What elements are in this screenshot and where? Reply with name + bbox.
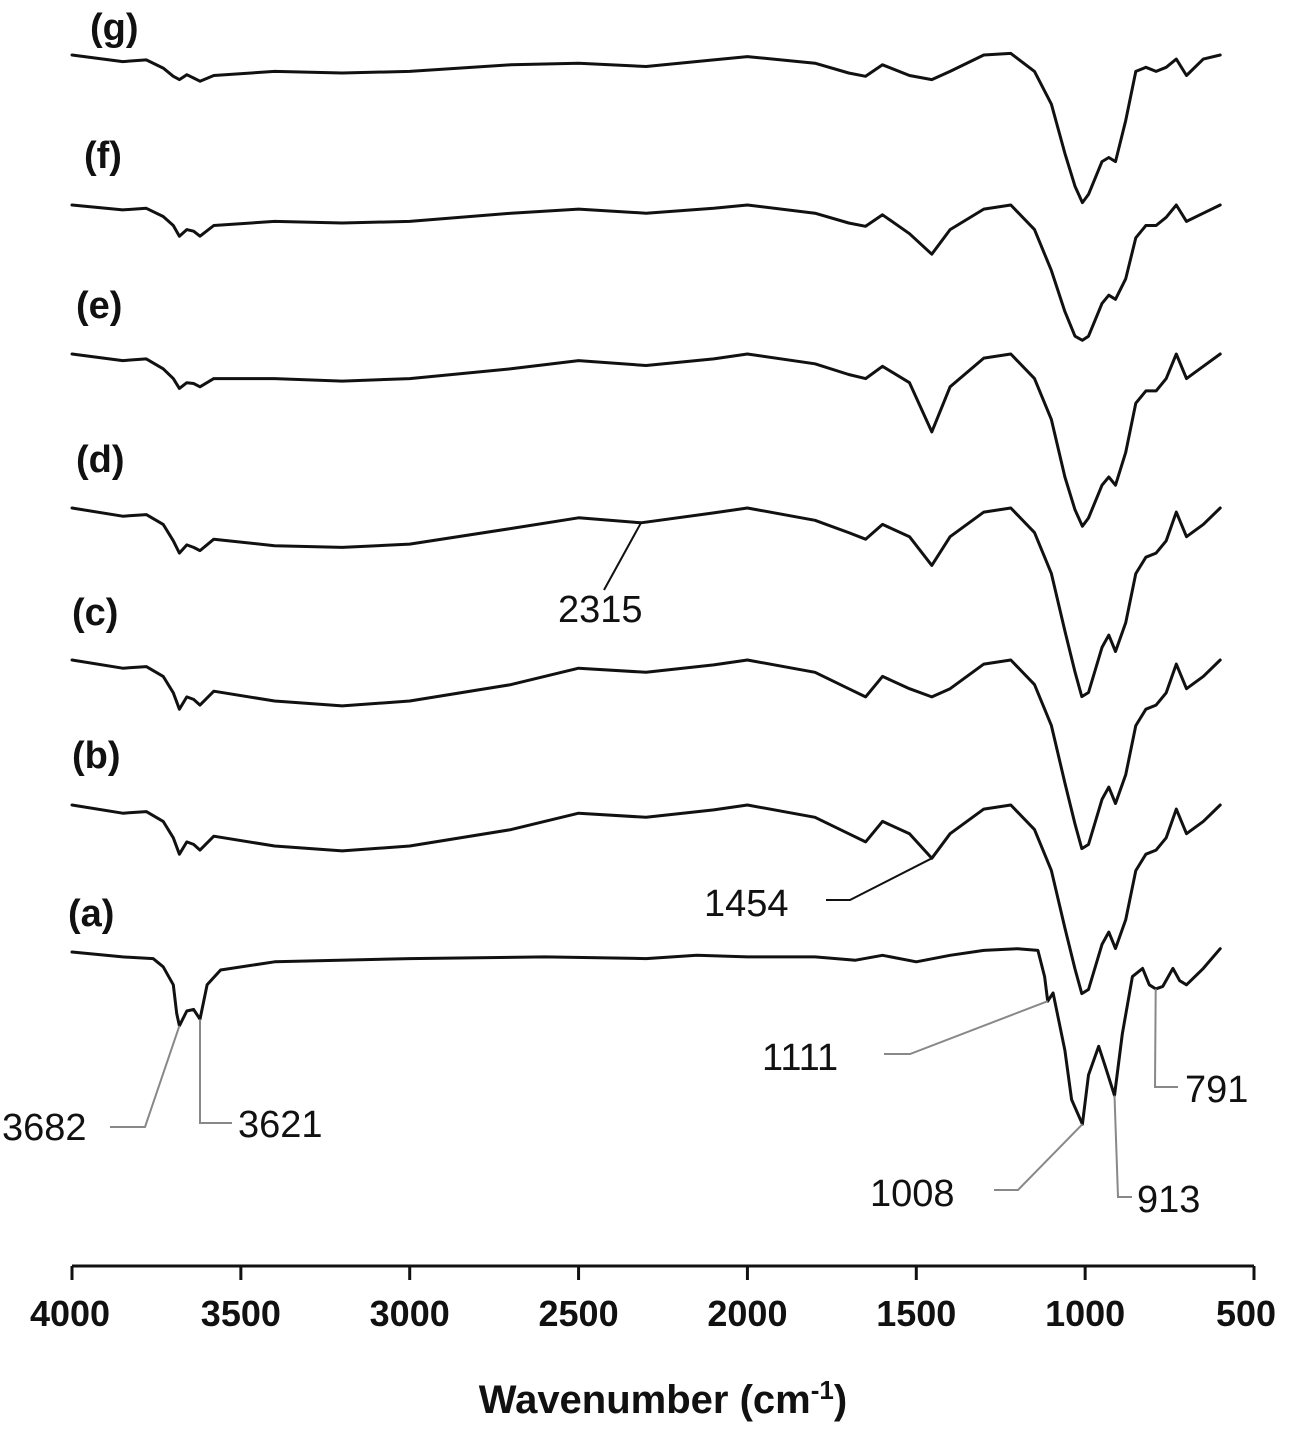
series-labels: (a) (b) (c) (d) (e) (f) (g)	[68, 7, 139, 935]
annotation-label-2315: 2315	[558, 589, 643, 631]
annotation-leader-3682	[110, 1025, 181, 1128]
x-axis-title: Wavenumber (cm-1)	[479, 1375, 847, 1422]
x-tick-label-2000: 2000	[707, 1293, 787, 1334]
x-tick-label-3500: 3500	[201, 1293, 281, 1334]
x-axis-title-main: Wavenumber (cm	[479, 1378, 811, 1422]
annotation-leader-3621	[199, 1019, 232, 1124]
annotation-label-791: 791	[1185, 1069, 1248, 1111]
peak-annotation-3621: 3621	[199, 1019, 323, 1146]
x-tick-label-4000: 4000	[30, 1293, 110, 1334]
spectrum-line-b	[70, 803, 1222, 996]
x-axis-ticks: 4000 3500 3000 2500 2000 1500 1000 500	[30, 1266, 1276, 1334]
peak-annotation-791: 791	[1153, 988, 1248, 1111]
annotation-leader-913	[1113, 1095, 1132, 1198]
annotation-label-1008: 1008	[870, 1173, 955, 1215]
spectrum-line-c	[70, 658, 1222, 851]
x-axis-title-close: )	[834, 1378, 847, 1422]
x-axis-title-superscript: -1	[811, 1375, 834, 1405]
x-tick-label-2500: 2500	[539, 1293, 619, 1334]
x-tick-label-500: 500	[1216, 1293, 1276, 1334]
spectrum-line-e	[70, 352, 1222, 528]
spectra-traces	[70, 51, 1222, 1126]
series-label-g: (g)	[90, 7, 139, 49]
annotation-leader-1008	[994, 1123, 1084, 1191]
spectrum-line-g	[70, 51, 1222, 205]
x-tick-label-3000: 3000	[370, 1293, 450, 1334]
peak-annotation-3682: 3682	[2, 1025, 181, 1149]
spectrum-line-a	[70, 947, 1222, 1126]
spectrum-line-f	[70, 203, 1222, 342]
annotation-label-3621: 3621	[238, 1104, 323, 1146]
series-label-a: (a)	[68, 893, 114, 935]
series-label-f: (f)	[84, 135, 122, 177]
peak-annotations: 3682 3621 2315 1454 1111 1008 913 791	[2, 522, 1248, 1221]
x-tick-label-1500: 1500	[876, 1293, 956, 1334]
peak-annotation-2315: 2315	[558, 522, 643, 631]
annotation-leader-1454	[826, 857, 933, 901]
spectrum-line-d	[70, 506, 1222, 699]
series-label-e: (e)	[76, 285, 122, 327]
series-label-b: (b)	[72, 735, 121, 777]
annotation-label-1454: 1454	[704, 883, 789, 925]
x-tick-label-1000: 1000	[1045, 1293, 1125, 1334]
series-label-d: (d)	[76, 439, 125, 481]
peak-annotation-1111: 1111	[762, 1000, 1049, 1079]
annotation-leader-1111	[884, 1000, 1049, 1055]
peak-annotation-1008: 1008	[870, 1123, 1084, 1215]
annotation-label-913: 913	[1137, 1179, 1200, 1221]
annotation-label-1111: 1111	[762, 1037, 838, 1079]
peak-annotation-913: 913	[1113, 1095, 1200, 1221]
series-label-c: (c)	[72, 592, 118, 634]
annotation-leader-791	[1153, 988, 1178, 1088]
x-axis: 4000 3500 3000 2500 2000 1500 1000 500	[30, 1264, 1276, 1334]
annotation-label-3682: 3682	[2, 1107, 87, 1149]
peak-annotation-1454: 1454	[704, 857, 933, 925]
annotation-leader-2315	[603, 522, 642, 591]
